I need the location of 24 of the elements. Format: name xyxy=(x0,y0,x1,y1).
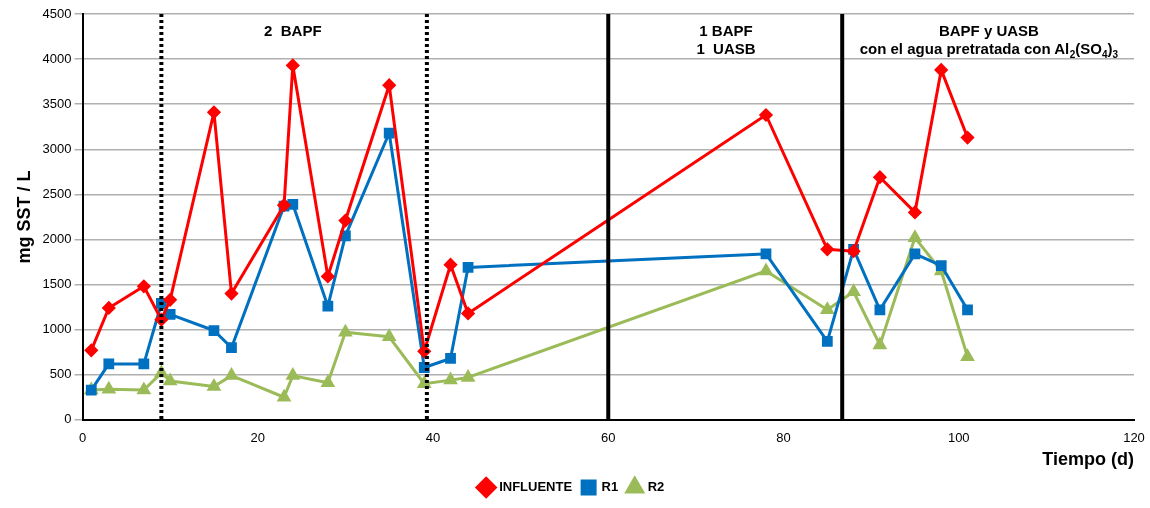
x-tick-label: 60 xyxy=(601,430,616,446)
y-tick-label: 3500 xyxy=(42,95,72,111)
annotation: 2 BAPF xyxy=(264,22,322,39)
y-tick-label: 2000 xyxy=(42,231,72,247)
x-tick-label: 20 xyxy=(250,430,265,446)
y-tick-label: 4500 xyxy=(42,5,72,21)
y-tick-label: 1000 xyxy=(42,321,72,337)
x-tick-label: 100 xyxy=(947,430,970,446)
x-tick-label: 0 xyxy=(78,430,87,446)
y-tick-label: 2500 xyxy=(42,185,72,201)
x-tick-label: 120 xyxy=(1123,430,1145,446)
legend-label: R2 xyxy=(647,479,665,495)
x-axis-title: Tiempo (d) xyxy=(1042,449,1134,470)
x-tick-label: 80 xyxy=(776,430,791,446)
y-tick-label: 4000 xyxy=(42,50,72,66)
x-tick-label: 40 xyxy=(425,430,441,446)
y-tick-label: 1500 xyxy=(42,276,72,292)
legend-label: R1 xyxy=(601,479,619,495)
annotation: 1 BAPF 1 UASB xyxy=(696,22,756,57)
y-axis-title: mg SST / L xyxy=(13,170,34,264)
y-tick-label: 3000 xyxy=(42,140,72,156)
y-tick-label: 500 xyxy=(49,366,72,382)
y-tick-label: 0 xyxy=(64,411,72,427)
legend-label: INFLUENTE xyxy=(499,479,573,495)
